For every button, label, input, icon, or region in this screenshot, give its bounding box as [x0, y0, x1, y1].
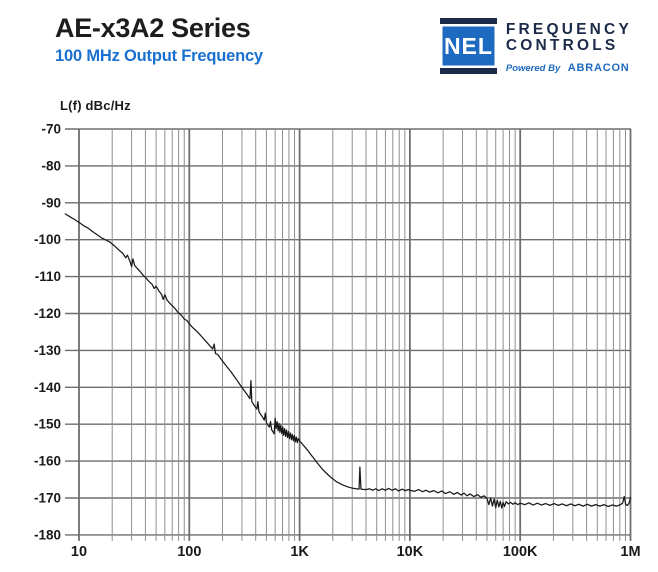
nel-logo-top-bar: [440, 18, 497, 24]
nel-logo-bottom-bar: [440, 68, 497, 74]
gridlines: [65, 128, 632, 541]
y-tick-label: -150: [34, 417, 61, 432]
y-tick-label: -110: [35, 269, 61, 284]
x-tick-label: 100K: [503, 544, 538, 560]
y-tick-label: -170: [34, 491, 61, 506]
y-tick-label: -140: [34, 380, 61, 395]
powered-by-text: Powered By: [505, 62, 561, 74]
phase-noise-curve: [64, 213, 632, 509]
y-tick-label: -180: [34, 527, 61, 542]
nel-frequency-controls-logo: NEL FREQUENCY CONTROLS Powered By ABRACO…: [440, 18, 632, 80]
logo-line-controls: CONTROLS: [505, 36, 619, 54]
x-axis-labels: 10 100 1K 10K 100K 1M: [71, 544, 641, 560]
y-tick-label: -90: [41, 195, 61, 210]
x-tick-label: 10: [71, 544, 87, 560]
title-block: AE-x3A2 Series 100 MHz Output Frequency: [55, 13, 263, 66]
logo-line-frequency: FREQUENCY: [505, 21, 632, 38]
y-tick-label: -120: [34, 306, 61, 321]
nel-logo-text: NEL: [443, 32, 493, 59]
y-tick-label: -100: [34, 232, 61, 247]
chart-axis-title: L(f) dBc/Hz: [60, 98, 131, 113]
logo-tagline: Powered By ABRACON: [506, 58, 632, 76]
logo-wordmark: FREQUENCY CONTROLS Powered By ABRACON: [506, 18, 632, 80]
nel-logo-box: NEL: [440, 18, 497, 74]
nel-logo-mid: NEL: [440, 24, 497, 68]
y-tick-label: -130: [34, 343, 61, 358]
x-tick-label: 1M: [620, 544, 640, 560]
y-tick-label: -70: [41, 122, 61, 137]
header: AE-x3A2 Series 100 MHz Output Frequency …: [0, 0, 658, 90]
page-title: AE-x3A2 Series: [55, 13, 251, 43]
y-tick-label: -80: [41, 158, 61, 173]
page-subtitle: 100 MHz Output Frequency: [55, 47, 263, 66]
x-tick-label: 10K: [397, 544, 424, 560]
y-axis-labels: -70 -80 -90 -100 -110 -120 -130 -140 -150 -160 -17…: [34, 122, 61, 543]
y-tick-label: -160: [34, 454, 61, 469]
x-tick-label: 100: [177, 544, 201, 560]
abracon-brand-text: ABRACON: [567, 61, 630, 74]
x-tick-label: 1K: [290, 544, 309, 560]
